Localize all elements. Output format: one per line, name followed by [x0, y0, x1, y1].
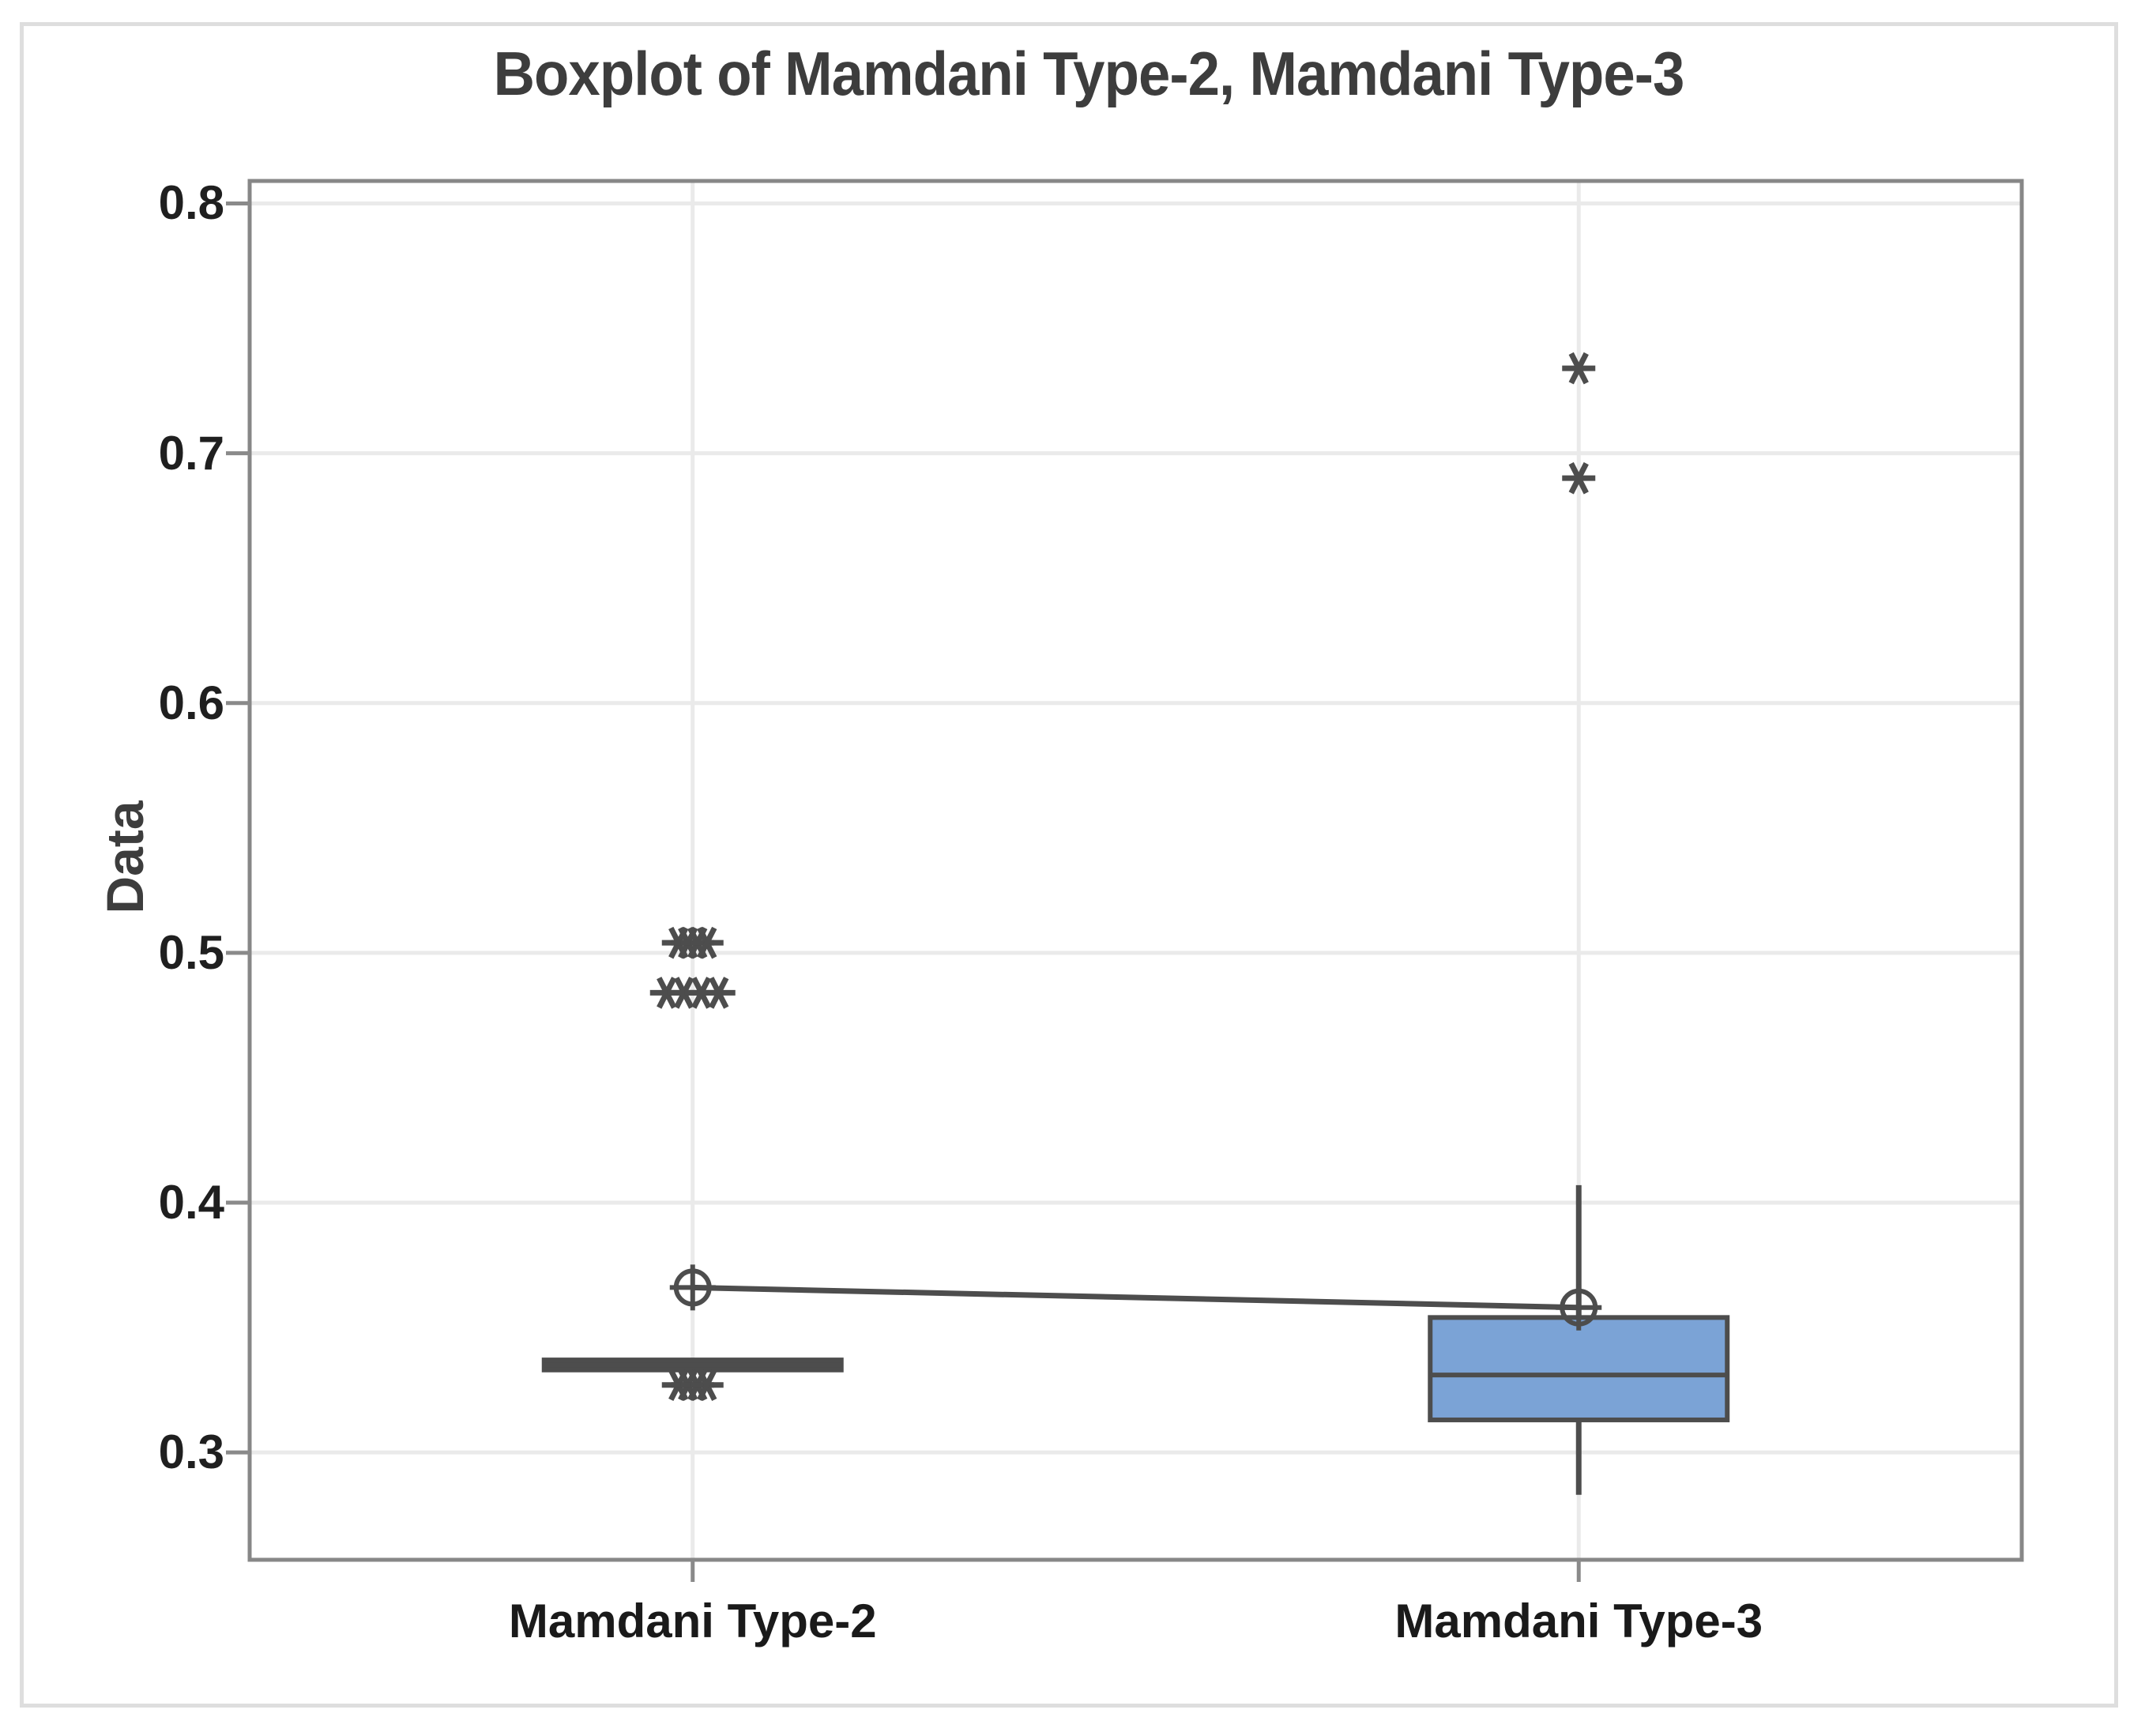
outlier-asterisk [1562, 461, 1596, 495]
outlier-asterisk [690, 1369, 724, 1402]
plot-border [247, 179, 2024, 1562]
y-tick-label-0.4: 0.4 [158, 1175, 224, 1229]
outlier-asterisk [1562, 352, 1596, 385]
asterisk-stroke [1568, 352, 1589, 385]
box-mamdani-type-3 [1428, 1315, 1730, 1422]
asterisk-stroke [709, 977, 729, 1009]
asterisk-stroke [697, 1369, 717, 1402]
asterisk-stroke [697, 926, 717, 959]
outlier-asterisk [702, 977, 736, 1009]
mean-marker [1556, 1284, 1602, 1331]
mean-connect-line [692, 1284, 1579, 1311]
mean-marker [669, 1264, 716, 1311]
x-category-label-1: Mamdani Type-2 [508, 1595, 877, 1648]
chart-title: Boxplot of Mamdani Type-2, Mamdani Type-… [449, 38, 1729, 110]
chart-title-text: Boxplot of Mamdani Type-2, Mamdani Type-… [493, 39, 1685, 108]
asterisk-stroke [657, 977, 677, 1009]
outlier-asterisk [690, 926, 724, 959]
asterisk-stroke [1568, 461, 1589, 495]
asterisk-stroke [691, 977, 712, 1009]
y-tick-label-0.3: 0.3 [158, 1425, 224, 1479]
y-tick-label-0.8: 0.8 [158, 176, 224, 230]
asterisk-stroke [674, 977, 694, 1009]
y-tick-label-0.6: 0.6 [158, 676, 224, 729]
x-category-label-2: Mamdani Type-3 [1394, 1595, 1763, 1648]
y-tick-label-0.7: 0.7 [158, 426, 224, 480]
y-tick-label-0.5: 0.5 [158, 925, 224, 979]
